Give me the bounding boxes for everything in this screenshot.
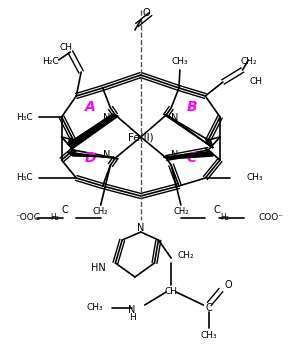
Text: CH₃: CH₃: [201, 330, 217, 340]
Text: CH: CH: [165, 287, 178, 297]
Polygon shape: [163, 152, 213, 159]
Text: CH₃: CH₃: [172, 58, 188, 66]
Text: Fe(II): Fe(II): [128, 132, 154, 142]
Text: O: O: [225, 280, 232, 290]
Text: B: B: [186, 100, 197, 114]
Polygon shape: [163, 114, 213, 148]
Text: H₂: H₂: [220, 213, 229, 221]
Text: CH₂: CH₂: [178, 251, 195, 259]
Text: N: N: [171, 113, 179, 123]
Text: C: C: [61, 205, 68, 215]
Text: CH: CH: [249, 78, 262, 86]
Text: COO⁻: COO⁻: [258, 214, 283, 222]
Polygon shape: [205, 138, 213, 148]
Text: CH: CH: [60, 42, 73, 52]
Text: H: H: [129, 313, 135, 323]
Text: C: C: [214, 205, 220, 215]
Text: N: N: [103, 113, 111, 123]
Text: CH₃: CH₃: [247, 174, 263, 183]
Text: N: N: [137, 223, 145, 233]
Polygon shape: [67, 138, 76, 148]
Text: CH₃: CH₃: [86, 304, 103, 312]
Text: N: N: [128, 305, 135, 315]
Text: C: C: [187, 151, 197, 165]
Text: H₂: H₂: [50, 213, 59, 221]
Text: N: N: [103, 150, 111, 160]
Text: H₃C: H₃C: [16, 174, 33, 183]
Text: CH₂: CH₂: [93, 208, 109, 216]
Polygon shape: [205, 148, 213, 156]
Text: N: N: [171, 150, 179, 160]
Polygon shape: [67, 148, 76, 156]
Text: H₂C: H₂C: [43, 58, 59, 66]
Text: C: C: [206, 303, 213, 313]
Text: D: D: [84, 151, 96, 165]
Text: O: O: [143, 8, 150, 18]
Text: ⁻OOC: ⁻OOC: [16, 214, 41, 222]
Polygon shape: [67, 152, 118, 159]
Text: CH₂: CH₂: [240, 58, 257, 66]
Text: H₃C: H₃C: [16, 113, 33, 121]
Text: A: A: [85, 100, 95, 114]
Text: HN: HN: [91, 263, 106, 273]
Text: CH₂: CH₂: [173, 208, 189, 216]
Polygon shape: [67, 114, 118, 148]
